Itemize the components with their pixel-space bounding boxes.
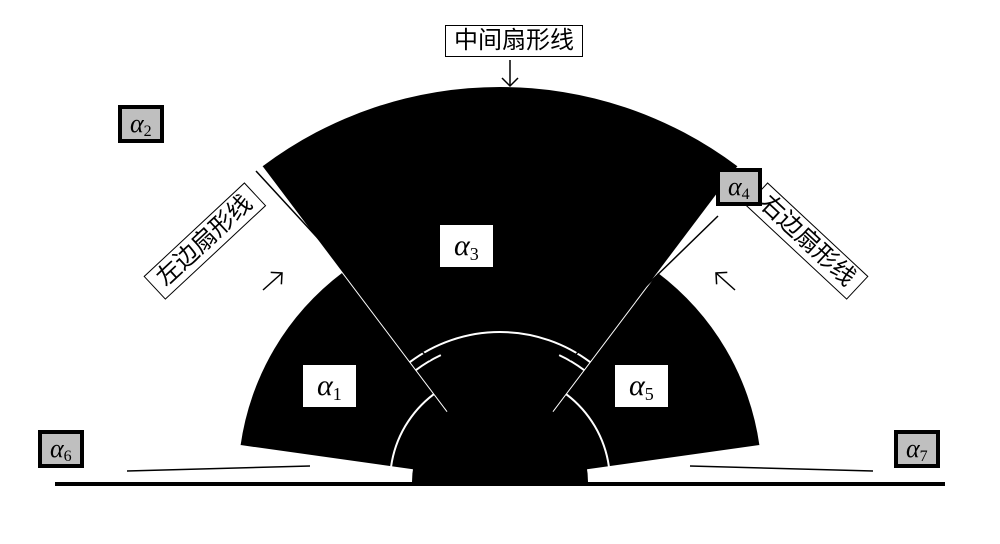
alpha-6-tag: α6 — [38, 430, 84, 468]
alpha-4-text: α4 — [720, 172, 758, 202]
alpha-5-box: α5 — [615, 365, 668, 407]
alpha-3-box: α3 — [440, 225, 493, 267]
middle-fan-label: 中间扇形线 — [445, 25, 583, 57]
alpha-7-tag: α7 — [894, 430, 940, 468]
alpha-7-text: α7 — [898, 434, 936, 464]
alpha-1-box: α1 — [303, 365, 356, 407]
alpha-2-tag: α2 — [118, 105, 164, 143]
alpha-2-text: α2 — [122, 109, 160, 139]
alpha-4-tag: α4 — [716, 168, 762, 206]
alpha-6-text: α6 — [42, 434, 80, 464]
